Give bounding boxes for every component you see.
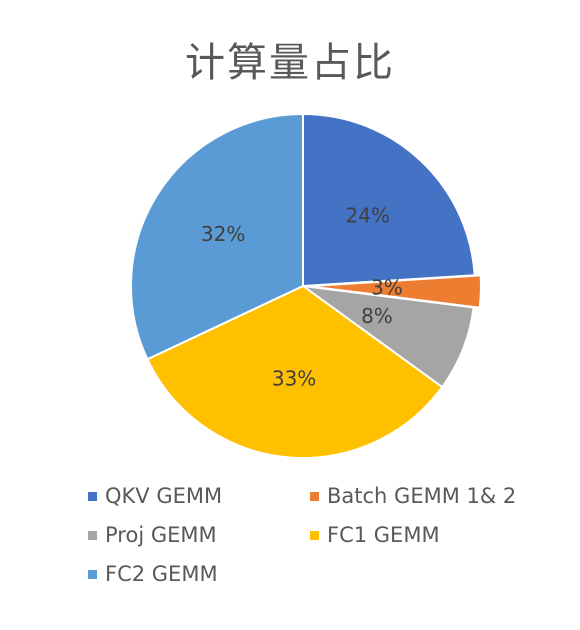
legend-item: FC2 GEMM (88, 562, 218, 586)
pie-slice-fc1-gemm (146, 284, 444, 459)
data-label: 24% (346, 204, 390, 228)
legend-item: FC1 GEMM (310, 523, 440, 547)
legend-label: FC1 GEMM (327, 523, 440, 547)
legend-item: Batch GEMM 1& 2 (310, 484, 516, 508)
legend-item: QKV GEMM (88, 484, 222, 508)
legend-label: FC2 GEMM (105, 562, 218, 586)
pie-slice-batch-gemm-1-2 (308, 274, 482, 309)
legend-swatch (88, 530, 97, 540)
chart-title: 计算量占比 (185, 40, 395, 86)
legend-label: Proj GEMM (105, 523, 217, 547)
data-label: 32% (201, 222, 245, 246)
legend-swatch (310, 530, 319, 540)
legend-swatch (88, 569, 97, 579)
legend-swatch (310, 491, 319, 501)
pie-slice-qkv-gemm (302, 112, 476, 288)
legend-label: Batch GEMM 1& 2 (327, 484, 517, 508)
legend-swatch (88, 491, 97, 501)
data-label: 8% (361, 304, 393, 328)
legend-label: QKV GEMM (105, 484, 223, 508)
data-label: 33% (272, 367, 316, 391)
data-label: 3% (371, 275, 403, 299)
pie-slice-fc2-gemm (130, 112, 304, 361)
legend-item: Proj GEMM (88, 523, 217, 547)
